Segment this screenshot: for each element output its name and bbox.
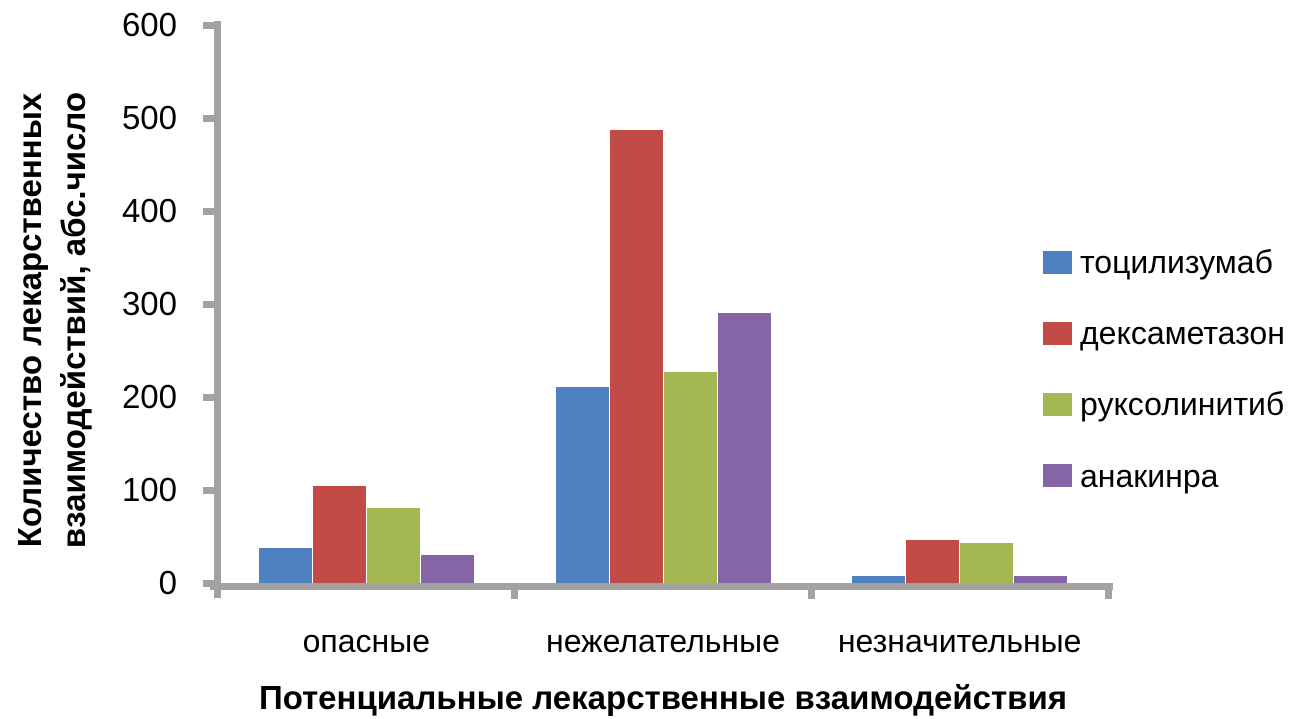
y-axis-line (214, 21, 221, 598)
bar-анакинра-незначительные (1014, 576, 1068, 583)
bar-тоцилизумаб-незначительные (852, 576, 906, 583)
legend-label: тоцилизумаб (1080, 244, 1273, 280)
x-category-label: опасные (302, 623, 431, 659)
x-category-label: нежелательные (546, 623, 780, 659)
bar-анакинра-нежелательные (717, 313, 771, 583)
legend-label: анакинра (1080, 457, 1219, 494)
bar-дексаметазон-опасные (312, 486, 366, 583)
y-tick-mark (203, 579, 216, 587)
legend-item-руксолинитиб: руксолинитиб (1043, 386, 1284, 422)
y-tick-mark (203, 486, 216, 494)
y-tick-label: 100 (121, 471, 177, 508)
x-tick-mark (807, 583, 815, 599)
y-tick-label: 300 (121, 285, 177, 322)
legend-item-дексаметазон: дексаметазон (1043, 315, 1285, 351)
bar-анакинра-опасные (420, 555, 474, 583)
y-tick-label: 0 (158, 564, 177, 601)
y-tick-label: 400 (121, 192, 177, 229)
x-axis-line (210, 583, 1113, 590)
y-tick-mark (203, 207, 216, 215)
bar-руксолинитиб-нежелательные (663, 371, 717, 583)
bar-руксолинитиб-опасные (366, 507, 420, 583)
y-tick-mark (203, 300, 216, 308)
legend-swatch-руксолинитиб (1043, 392, 1072, 416)
legend-swatch-тоцилизумаб (1043, 250, 1072, 274)
y-tick-label: 500 (121, 99, 177, 136)
legend-item-анакинра: анакинра (1043, 458, 1218, 494)
bar-тоцилизумаб-нежелательные (555, 386, 609, 583)
y-tick-mark (203, 21, 216, 29)
x-tick-mark (1104, 583, 1112, 599)
y-tick-label: 200 (121, 378, 177, 415)
x-tick-mark (511, 583, 519, 599)
legend-swatch-анакинра (1043, 464, 1072, 488)
x-category-label: незначительные (837, 623, 1082, 659)
legend-label: руксолинитиб (1080, 386, 1285, 423)
x-axis-title: Потенциальные лекарственные взаимодейств… (258, 679, 1068, 716)
y-tick-mark (203, 393, 216, 401)
legend-label: дексаметазон (1080, 315, 1285, 352)
legend-swatch-дексаметазон (1043, 321, 1072, 345)
y-tick-label: 600 (121, 6, 177, 43)
bar-дексаметазон-нежелательные (609, 130, 663, 583)
bar-руксолинитиб-незначительные (960, 543, 1014, 583)
bar-тоцилизумаб-опасные (258, 547, 312, 583)
bar-дексаметазон-незначительные (906, 540, 960, 583)
y-axis-title-line1: Количество лекарственных (11, 92, 48, 548)
y-tick-mark (203, 114, 216, 122)
legend-item-тоцилизумаб: тоцилизумаб (1043, 244, 1273, 280)
